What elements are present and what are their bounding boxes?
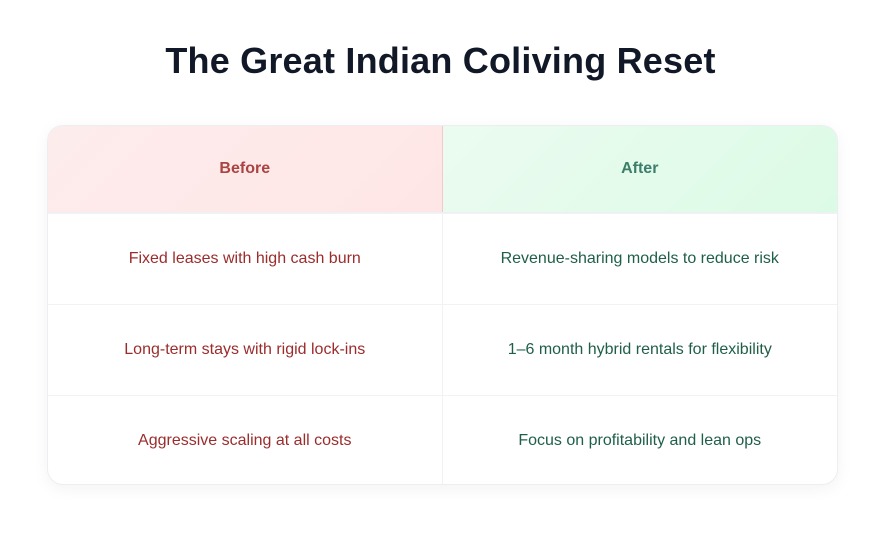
table-header: Before After	[48, 126, 837, 213]
before-cell: Aggressive scaling at all costs	[48, 396, 443, 484]
table-row: Long-term stays with rigid lock-ins 1–6 …	[48, 304, 837, 395]
header-after: After	[442, 126, 837, 212]
header-before: Before	[48, 126, 443, 212]
after-cell: Focus on profitability and lean ops	[518, 432, 762, 449]
table-row: Fixed leases with high cash burn Revenue…	[48, 213, 837, 304]
before-cell: Long-term stays with rigid lock-ins	[48, 305, 443, 395]
after-cell: Revenue-sharing models to reduce risk	[500, 250, 779, 267]
before-cell: Fixed leases with high cash burn	[48, 214, 443, 304]
page-title: The Great Indian Coliving Reset	[165, 40, 716, 81]
table-row: Aggressive scaling at all costs Focus on…	[48, 395, 837, 484]
comparison-table: Before After Fixed leases with high cash…	[47, 125, 838, 485]
after-cell: 1–6 month hybrid rentals for flexibility	[507, 341, 772, 358]
